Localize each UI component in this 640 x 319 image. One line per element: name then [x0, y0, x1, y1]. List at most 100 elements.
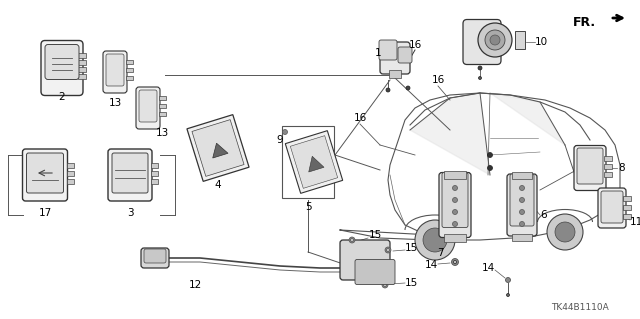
Circle shape — [555, 222, 575, 242]
Circle shape — [479, 77, 481, 79]
Circle shape — [490, 35, 500, 45]
Circle shape — [520, 210, 525, 214]
Circle shape — [452, 197, 458, 203]
FancyBboxPatch shape — [515, 31, 525, 49]
Text: 16: 16 — [408, 40, 422, 50]
Polygon shape — [490, 93, 565, 145]
FancyBboxPatch shape — [159, 112, 166, 116]
FancyBboxPatch shape — [139, 90, 157, 122]
Text: FR.: FR. — [573, 16, 596, 28]
FancyBboxPatch shape — [45, 44, 79, 79]
Circle shape — [382, 282, 388, 288]
FancyBboxPatch shape — [623, 213, 631, 219]
FancyBboxPatch shape — [598, 188, 626, 228]
Circle shape — [520, 186, 525, 190]
FancyBboxPatch shape — [282, 126, 334, 198]
FancyBboxPatch shape — [41, 41, 83, 95]
Polygon shape — [212, 143, 228, 158]
FancyBboxPatch shape — [67, 179, 74, 183]
FancyBboxPatch shape — [67, 170, 74, 175]
Text: 14: 14 — [425, 260, 438, 270]
Text: 12: 12 — [188, 280, 202, 290]
FancyBboxPatch shape — [103, 51, 127, 93]
Circle shape — [488, 152, 493, 158]
FancyBboxPatch shape — [159, 96, 166, 100]
Circle shape — [282, 130, 287, 135]
FancyBboxPatch shape — [67, 162, 74, 167]
FancyBboxPatch shape — [78, 60, 86, 64]
FancyBboxPatch shape — [78, 53, 86, 57]
FancyBboxPatch shape — [512, 172, 532, 179]
Text: 16: 16 — [353, 113, 367, 123]
Text: 5: 5 — [305, 202, 311, 212]
FancyBboxPatch shape — [141, 248, 169, 268]
FancyBboxPatch shape — [150, 179, 157, 183]
Circle shape — [406, 86, 410, 90]
Text: 13: 13 — [156, 128, 168, 138]
Circle shape — [349, 237, 355, 243]
FancyBboxPatch shape — [379, 40, 397, 60]
Circle shape — [386, 88, 390, 92]
Circle shape — [385, 247, 391, 253]
Circle shape — [451, 258, 458, 265]
FancyBboxPatch shape — [26, 153, 63, 193]
Text: 16: 16 — [431, 75, 445, 85]
Text: 15: 15 — [369, 230, 381, 240]
FancyBboxPatch shape — [125, 68, 132, 72]
FancyBboxPatch shape — [604, 172, 612, 176]
Text: 13: 13 — [108, 98, 122, 108]
FancyBboxPatch shape — [444, 234, 466, 242]
Circle shape — [351, 239, 353, 241]
Text: 9: 9 — [276, 135, 284, 145]
Text: 3: 3 — [127, 208, 133, 218]
Text: 11: 11 — [630, 217, 640, 227]
Text: 7: 7 — [436, 248, 444, 258]
FancyBboxPatch shape — [398, 47, 412, 63]
FancyBboxPatch shape — [512, 234, 532, 241]
FancyBboxPatch shape — [380, 42, 410, 74]
FancyBboxPatch shape — [623, 196, 631, 201]
Circle shape — [423, 228, 447, 252]
Polygon shape — [308, 156, 324, 172]
Circle shape — [478, 23, 512, 57]
FancyBboxPatch shape — [159, 104, 166, 108]
FancyBboxPatch shape — [78, 73, 86, 78]
Circle shape — [452, 210, 458, 214]
FancyBboxPatch shape — [355, 259, 395, 285]
FancyBboxPatch shape — [340, 240, 390, 280]
Text: 10: 10 — [535, 37, 548, 47]
Polygon shape — [410, 93, 490, 175]
Text: 1: 1 — [374, 48, 381, 58]
Circle shape — [488, 166, 493, 170]
Polygon shape — [192, 120, 244, 176]
FancyBboxPatch shape — [136, 87, 160, 129]
FancyBboxPatch shape — [22, 149, 67, 201]
Circle shape — [383, 284, 387, 286]
FancyBboxPatch shape — [507, 174, 537, 236]
Circle shape — [520, 197, 525, 203]
Circle shape — [485, 30, 505, 50]
Circle shape — [520, 221, 525, 226]
FancyBboxPatch shape — [389, 70, 401, 78]
Text: 8: 8 — [618, 163, 625, 173]
FancyBboxPatch shape — [125, 76, 132, 80]
FancyBboxPatch shape — [577, 148, 603, 184]
Polygon shape — [291, 136, 338, 188]
Circle shape — [506, 278, 511, 283]
FancyBboxPatch shape — [150, 162, 157, 167]
Circle shape — [506, 293, 509, 296]
Circle shape — [478, 66, 482, 70]
FancyBboxPatch shape — [601, 191, 623, 223]
Circle shape — [415, 220, 455, 260]
Text: 6: 6 — [540, 210, 547, 220]
Text: 17: 17 — [38, 208, 52, 218]
FancyBboxPatch shape — [463, 19, 501, 64]
FancyBboxPatch shape — [442, 173, 468, 227]
FancyBboxPatch shape — [106, 54, 124, 86]
FancyBboxPatch shape — [150, 170, 157, 175]
FancyBboxPatch shape — [604, 164, 612, 168]
Text: 15: 15 — [405, 278, 419, 288]
FancyBboxPatch shape — [623, 204, 631, 210]
FancyBboxPatch shape — [510, 174, 534, 226]
Circle shape — [547, 214, 583, 250]
